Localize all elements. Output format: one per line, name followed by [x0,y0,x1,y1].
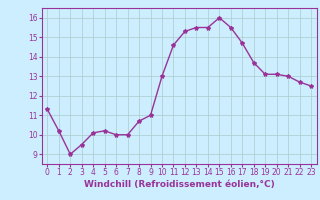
X-axis label: Windchill (Refroidissement éolien,°C): Windchill (Refroidissement éolien,°C) [84,180,275,189]
